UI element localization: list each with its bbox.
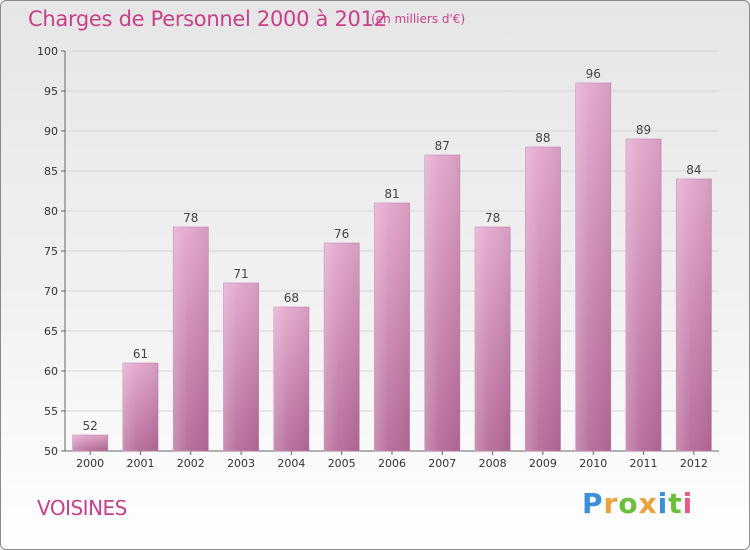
data-label: 96 (586, 67, 601, 81)
x-tick-label: 2007 (428, 457, 456, 470)
x-tick-label: 2004 (277, 457, 305, 470)
bar-shine (424, 155, 460, 451)
bar-shine (122, 363, 159, 451)
y-tick-label: 90 (44, 125, 58, 138)
y-tick-label: 75 (44, 245, 58, 258)
x-tick-label: 2010 (579, 457, 607, 470)
x-tick-label: 2001 (126, 457, 154, 470)
bar-shine (525, 147, 561, 451)
data-label: 78 (183, 211, 198, 225)
data-label: 88 (535, 131, 550, 145)
chart-title: Charges de Personnel 2000 à 2012 (28, 7, 387, 31)
logo-letter: P (582, 487, 604, 520)
bar-shine (223, 283, 259, 451)
bar-shine (273, 307, 309, 451)
chart-subtitle: (en milliers d'€) (371, 12, 466, 26)
data-label: 61 (133, 347, 148, 361)
x-tick-label: 2000 (76, 457, 104, 470)
data-label: 87 (435, 139, 450, 153)
data-label: 81 (384, 187, 399, 201)
x-tick-label: 2011 (630, 457, 658, 470)
data-label: 76 (334, 227, 349, 241)
x-tick-label: 2005 (328, 457, 356, 470)
bars (72, 82, 712, 452)
labels: 50 55 60 65 70 75 80 85 90 95 100 52 2000 61 2001 78 200… (37, 45, 708, 470)
x-tick-label: 2003 (227, 457, 255, 470)
data-label: 52 (83, 419, 98, 433)
bar-shine (676, 179, 712, 451)
bar-shine (575, 83, 611, 451)
x-tick-label: 2002 (177, 457, 205, 470)
bar-shine (374, 203, 410, 451)
proxiti-logo: Proxiti (582, 487, 693, 520)
y-tick-label: 80 (44, 205, 58, 218)
y-tick-label: 100 (37, 45, 58, 58)
logo-letter: r (603, 487, 619, 520)
x-tick-label: 2008 (479, 457, 507, 470)
bar-shine (324, 243, 360, 451)
y-tick-label: 70 (44, 285, 58, 298)
x-tick-label: 2006 (378, 457, 406, 470)
y-tick-label: 50 (44, 445, 58, 458)
y-tick-label: 85 (44, 165, 58, 178)
data-label: 68 (284, 291, 299, 305)
bar-shine (475, 227, 511, 451)
y-tick-label: 95 (44, 85, 58, 98)
logo-letter: x (638, 487, 658, 520)
logo-letter: i (657, 487, 669, 520)
logo-letter: i (682, 487, 694, 520)
bar-shine (173, 227, 209, 451)
data-label: 89 (636, 123, 651, 137)
data-label: 84 (686, 163, 701, 177)
place-name: VOISINES (37, 496, 127, 520)
y-tick-label: 60 (44, 365, 58, 378)
x-tick-label: 2009 (529, 457, 557, 470)
bar-shine (72, 435, 108, 451)
x-tick-label: 2012 (680, 457, 708, 470)
logo-letter: o (618, 487, 639, 520)
data-label: 71 (233, 267, 248, 281)
y-tick-label: 65 (44, 325, 58, 338)
logo-letter: t (668, 487, 683, 520)
data-label: 78 (485, 211, 500, 225)
y-tick-label: 55 (44, 405, 58, 418)
bar-shine (625, 139, 662, 451)
